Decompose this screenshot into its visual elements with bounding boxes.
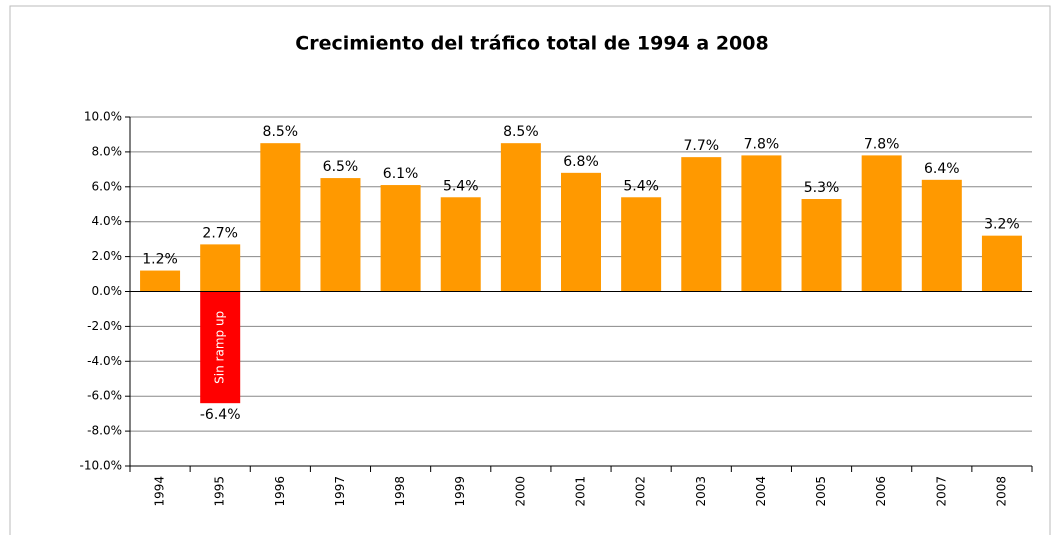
y-tick-label: 10.0% [84, 110, 122, 124]
value-label: 6.1% [383, 166, 419, 182]
x-tick-label: 1995 [213, 476, 227, 507]
x-tick-label: 1998 [393, 476, 407, 507]
value-label: 5.4% [623, 178, 659, 194]
x-tick-label: 1996 [273, 476, 287, 507]
value-label: 6.4% [924, 161, 960, 177]
bar [140, 270, 181, 292]
value-label: 8.5% [503, 124, 539, 140]
bar [981, 235, 1022, 292]
bar [500, 143, 541, 292]
y-tick-label: -6.0% [87, 389, 122, 403]
x-tick-label: 1999 [453, 476, 467, 507]
chart-title: Crecimiento del tráfico total de 1994 a … [295, 33, 768, 55]
bar [561, 172, 601, 292]
x-tick-label: 2000 [513, 476, 527, 507]
y-tick-label: 4.0% [92, 214, 123, 228]
value-label: 1.2% [142, 252, 178, 268]
bar [260, 143, 301, 292]
x-tick-label: 2004 [754, 476, 768, 507]
bar [440, 197, 481, 292]
x-tick-label: 2002 [634, 476, 648, 507]
value-label: 6.8% [563, 154, 599, 170]
value-label: 5.4% [443, 178, 479, 194]
y-tick-label: -10.0% [80, 459, 122, 473]
x-tick-label: 2005 [814, 476, 828, 507]
bar [621, 197, 662, 292]
value-label: 3.2% [984, 217, 1020, 233]
x-tick-label: 1994 [153, 476, 167, 507]
bar [801, 199, 842, 292]
x-tick-label: 2008 [994, 476, 1008, 507]
x-tick-label: 2007 [934, 476, 948, 507]
y-tick-label: -4.0% [87, 354, 122, 368]
value-label: 7.8% [744, 136, 780, 152]
y-tick-label: 6.0% [92, 179, 123, 193]
bar-annotation: Sin ramp up [213, 311, 227, 384]
value-label: 5.3% [804, 180, 840, 196]
value-label: 8.5% [263, 124, 299, 140]
bar [200, 291, 241, 404]
y-tick-label: -8.0% [87, 424, 122, 438]
x-tick-label: 2006 [874, 476, 888, 507]
value-label: -6.4% [200, 407, 241, 423]
value-label: 7.7% [683, 138, 719, 154]
y-tick-label: 0.0% [92, 284, 123, 298]
bar [921, 179, 962, 292]
value-label: 6.5% [323, 159, 359, 175]
value-label: 7.8% [864, 136, 900, 152]
x-tick-label: 2003 [694, 476, 708, 507]
y-tick-label: -2.0% [87, 319, 122, 333]
x-tick-label: 1997 [333, 476, 347, 507]
y-tick-label: 2.0% [92, 249, 123, 263]
bar [741, 155, 782, 292]
bar [320, 178, 361, 292]
bar [380, 185, 421, 292]
bar [861, 155, 902, 292]
value-label: 2.7% [202, 225, 238, 241]
y-tick-label: 8.0% [92, 144, 123, 158]
bar [681, 157, 722, 292]
bar [200, 244, 241, 292]
x-tick-label: 2001 [574, 476, 588, 507]
